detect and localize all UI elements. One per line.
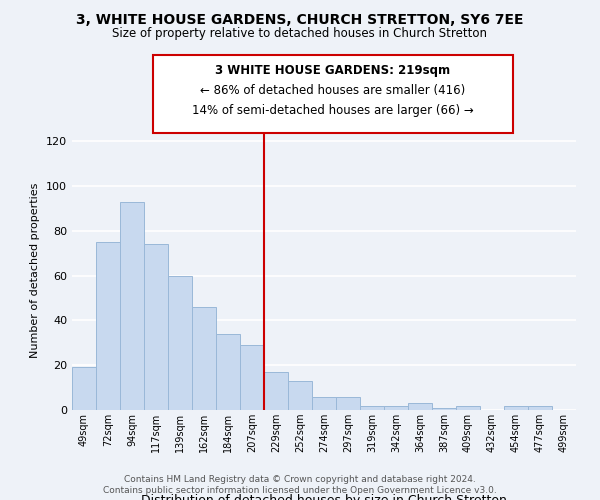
Text: Contains HM Land Registry data © Crown copyright and database right 2024.: Contains HM Land Registry data © Crown c… — [124, 475, 476, 484]
Bar — [456, 406, 480, 410]
Bar — [264, 372, 288, 410]
Bar — [72, 368, 96, 410]
Bar — [288, 381, 312, 410]
Text: 3 WHITE HOUSE GARDENS: 219sqm: 3 WHITE HOUSE GARDENS: 219sqm — [215, 64, 451, 77]
Bar — [432, 408, 456, 410]
Bar — [408, 404, 432, 410]
Bar — [144, 244, 168, 410]
Text: 14% of semi-detached houses are larger (66) →: 14% of semi-detached houses are larger (… — [192, 104, 474, 117]
Bar — [96, 242, 120, 410]
Bar — [312, 396, 336, 410]
Text: Size of property relative to detached houses in Church Stretton: Size of property relative to detached ho… — [113, 28, 487, 40]
Bar — [360, 406, 384, 410]
Text: 3, WHITE HOUSE GARDENS, CHURCH STRETTON, SY6 7EE: 3, WHITE HOUSE GARDENS, CHURCH STRETTON,… — [76, 12, 524, 26]
Text: ← 86% of detached houses are smaller (416): ← 86% of detached houses are smaller (41… — [200, 84, 466, 97]
Bar — [528, 406, 552, 410]
Bar — [384, 406, 408, 410]
Y-axis label: Number of detached properties: Number of detached properties — [31, 182, 40, 358]
Text: Contains public sector information licensed under the Open Government Licence v3: Contains public sector information licen… — [103, 486, 497, 495]
Bar — [216, 334, 240, 410]
Bar — [240, 345, 264, 410]
Bar — [336, 396, 360, 410]
Bar — [168, 276, 192, 410]
Bar — [504, 406, 528, 410]
Bar — [120, 202, 144, 410]
Bar — [192, 307, 216, 410]
X-axis label: Distribution of detached houses by size in Church Stretton: Distribution of detached houses by size … — [141, 494, 507, 500]
